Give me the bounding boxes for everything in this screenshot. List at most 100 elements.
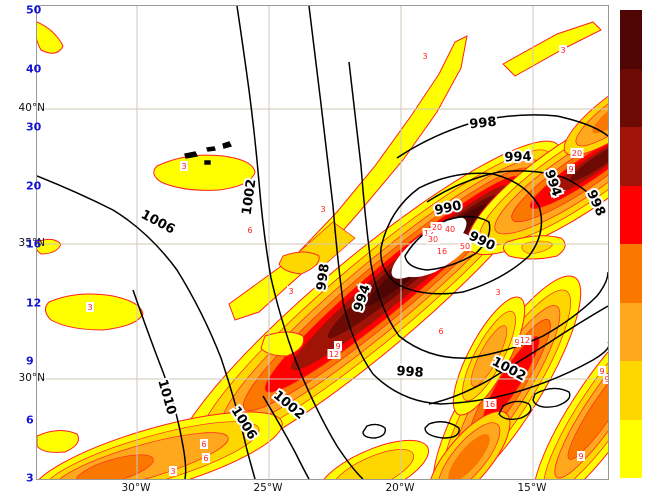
- svg-text:6: 6: [438, 327, 443, 336]
- svg-text:12: 12: [329, 350, 339, 359]
- windspeed-label: 9: [334, 341, 342, 351]
- svg-text:6: 6: [203, 454, 208, 463]
- plot-area[interactable]: 1010 1010 1006 1006 1006 1006 1002 1002 1002 1002…: [36, 5, 609, 480]
- windspeed-label: 3: [559, 45, 567, 55]
- colorbar-tick-16: 16: [26, 237, 42, 251]
- colorbar-tick-30: 30: [26, 120, 42, 134]
- colorbar-band-20-30: [620, 126, 642, 186]
- x-tick-25w: 25°W: [253, 482, 283, 494]
- windspeed-label: 9: [577, 451, 585, 461]
- windspeed-label: 9: [567, 164, 575, 174]
- colorbar-band-12-16: [620, 243, 642, 303]
- svg-text:40: 40: [445, 225, 455, 234]
- map-canvas: 1010101010061006100610061002100210021002…: [37, 6, 608, 479]
- svg-text:3: 3: [288, 287, 293, 296]
- windspeed-label: 9: [598, 366, 606, 376]
- y-tick-30: 30°N: [18, 372, 45, 384]
- svg-text:3: 3: [422, 52, 427, 61]
- svg-text:30: 30: [428, 235, 438, 244]
- colorbar-band-6-9: [620, 360, 642, 420]
- svg-text:20: 20: [572, 149, 582, 158]
- colorbar-tick-12: 12: [26, 296, 42, 309]
- svg-text:12: 12: [520, 336, 530, 345]
- windspeed-label: 12: [327, 349, 341, 359]
- colorbar-band-9-12: [620, 302, 642, 361]
- svg-text:3: 3: [495, 288, 500, 297]
- windspeed-label: 9: [603, 374, 608, 384]
- svg-text:998: 998: [314, 263, 333, 292]
- svg-text:990: 990: [433, 198, 463, 218]
- svg-text:998: 998: [396, 364, 424, 381]
- windspeed-label: 3: [494, 287, 502, 297]
- colorbar-tick-9: 9: [26, 354, 34, 368]
- svg-text:9: 9: [578, 452, 583, 461]
- windspeed-label: 3: [287, 286, 295, 296]
- mslp-isobars: [37, 6, 608, 479]
- svg-text:9: 9: [568, 165, 573, 174]
- windspeed-label: 30: [426, 234, 440, 244]
- x-tick-30w: 30°W: [121, 482, 151, 494]
- windspeed-label: 50: [458, 241, 472, 251]
- svg-text:998: 998: [396, 364, 424, 381]
- windspeed-label: 40: [443, 224, 457, 234]
- svg-text:1002: 1002: [240, 178, 260, 216]
- svg-text:9: 9: [604, 375, 608, 384]
- svg-text:3: 3: [560, 46, 565, 55]
- svg-text:50: 50: [460, 242, 470, 251]
- windspeed-label: 20: [570, 148, 584, 158]
- svg-text:3: 3: [320, 205, 325, 214]
- svg-text:9: 9: [599, 367, 604, 376]
- colorbar-tick-50: 50: [26, 3, 42, 17]
- colorbar-band-3-6: [620, 419, 642, 478]
- svg-text:3: 3: [181, 162, 186, 171]
- svg-text:998: 998: [469, 115, 498, 133]
- colorbar-tick-3: 3: [26, 471, 34, 485]
- windspeed-label: 16: [435, 246, 449, 256]
- svg-text:16: 16: [485, 400, 495, 409]
- svg-text:9: 9: [514, 338, 519, 347]
- windspeed-label: 6: [246, 225, 254, 235]
- windspeed-label: 20: [430, 222, 444, 232]
- windspeed-contour-labels: 33336339126391216663999121620304050209: [86, 45, 608, 476]
- svg-text:998: 998: [314, 263, 333, 292]
- svg-text:20: 20: [432, 223, 442, 232]
- colorbar-tick-6: 6: [26, 413, 34, 426]
- svg-text:994: 994: [504, 150, 532, 166]
- colorbar-band-16-20: [620, 185, 642, 244]
- wind-speed-colorbar[interactable]: [620, 9, 642, 478]
- y-tick-40: 40°N: [18, 102, 45, 114]
- windspeed-label: 3: [319, 204, 327, 214]
- windspeed-label: 3: [421, 51, 429, 61]
- coastline-outline: [184, 141, 571, 439]
- windspeed-label: 16: [483, 399, 497, 409]
- plot-clip: 1010 1010 1006 1006 1006 1006 1002 1002 1002 1002…: [37, 6, 608, 479]
- windspeed-label: 3: [86, 302, 94, 312]
- svg-text:3: 3: [170, 467, 175, 476]
- windspeed-label: 6: [202, 453, 210, 463]
- svg-text:1010: 1010: [154, 378, 178, 417]
- svg-text:6: 6: [201, 440, 206, 449]
- svg-text:9: 9: [335, 342, 340, 351]
- colorbar-tick-20: 20: [26, 179, 42, 192]
- windspeed-label: 12: [422, 228, 436, 238]
- x-tick-20w: 20°W: [385, 482, 415, 494]
- y-tick-35: 35°N: [18, 237, 45, 249]
- windspeed-label: 3: [169, 466, 177, 476]
- svg-text:12: 12: [424, 229, 434, 238]
- svg-text:994: 994: [504, 150, 532, 166]
- svg-text:6: 6: [247, 226, 252, 235]
- svg-text:3: 3: [87, 303, 92, 312]
- windspeed-label: 12: [518, 335, 532, 345]
- windspeed-label: 9: [513, 337, 521, 347]
- colorbar-band-30-40: [620, 68, 642, 127]
- colorbar-tick-40: 40: [26, 62, 42, 75]
- grid-lines: [37, 6, 608, 479]
- svg-text:998: 998: [469, 115, 498, 133]
- svg-text:1002: 1002: [240, 178, 260, 216]
- svg-text:16: 16: [437, 247, 447, 256]
